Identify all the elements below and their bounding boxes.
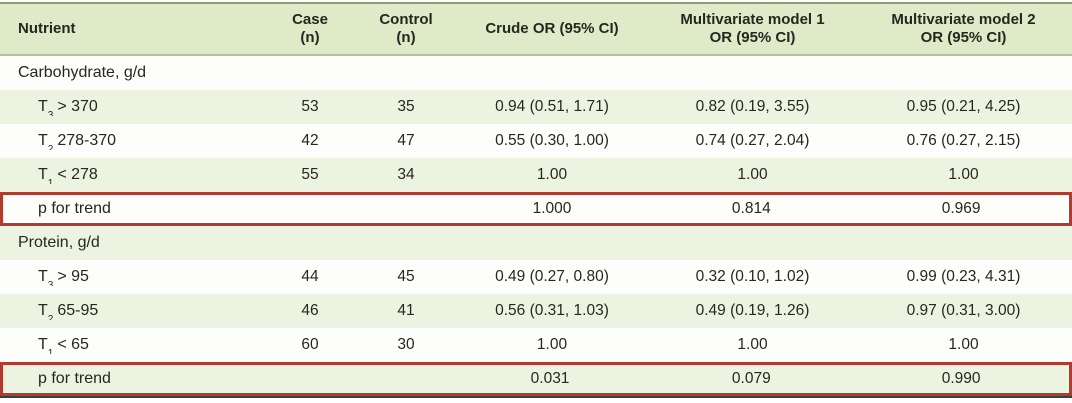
table-row-protein-t3: T3> 95 44 45 0.49 (0.27, 0.80) 0.32 (0.1… xyxy=(0,260,1072,294)
model2-or-cell: 0.97 (0.31, 3.00) xyxy=(906,302,1021,319)
control-n-cell: 41 xyxy=(397,302,415,319)
p-value-model2: 0.990 xyxy=(941,370,981,387)
model1-or-cell: 1.00 xyxy=(737,336,768,353)
tertile-subscript: 2 xyxy=(47,144,54,150)
model1-or-cell: 0.82 (0.19, 3.55) xyxy=(695,98,810,115)
tertile-letter: T xyxy=(38,98,48,115)
tertile-range: < 278 xyxy=(57,166,98,183)
tertile-subscript: 3 xyxy=(47,280,54,286)
control-n-cell: 35 xyxy=(397,98,415,115)
crude-or-cell: 0.49 (0.27, 0.80) xyxy=(495,268,609,285)
model2-or-cell: 0.95 (0.21, 4.25) xyxy=(906,98,1021,115)
col-header-control-line2: (n) xyxy=(396,29,416,46)
model1-or-cell: 0.32 (0.10, 1.02) xyxy=(695,268,810,285)
col-header-nutrient: Nutrient xyxy=(18,20,76,38)
col-header-control-line1: Control xyxy=(379,11,433,29)
section-row-carbohydrate: Carbohydrate, g/d xyxy=(0,56,1072,90)
model1-or-cell: 1.00 xyxy=(737,166,768,183)
control-n-cell: 47 xyxy=(397,132,415,149)
col-header-case-line1: Case xyxy=(292,11,328,29)
tertile-range: 65-95 xyxy=(57,302,99,319)
tertile-subscript: 2 xyxy=(47,314,54,320)
tertile-range: < 65 xyxy=(57,336,89,353)
table-row-protein-t2: T265-95 46 41 0.56 (0.31, 1.03) 0.49 (0.… xyxy=(0,294,1072,328)
tertile-range: > 95 xyxy=(57,268,89,285)
p-value-number: 0.031 xyxy=(530,370,570,387)
p-value-model2: 0.969 xyxy=(941,200,981,217)
case-n-cell: 46 xyxy=(301,302,319,319)
p-value-model1: 0.079 xyxy=(731,370,771,387)
tertile-letter: T xyxy=(38,336,48,353)
significance-asterisk: * xyxy=(569,370,574,376)
tertile-range: > 370 xyxy=(57,98,98,115)
tertile-label: T265-95 xyxy=(0,302,262,320)
section-row-protein: Protein, g/d xyxy=(0,226,1072,260)
col-header-control: Control (n) xyxy=(358,11,454,46)
model1-or-cell: 0.74 (0.27, 2.04) xyxy=(695,132,810,149)
table-row-protein-t1: T1< 65 60 30 1.00 1.00 1.00 xyxy=(0,328,1072,362)
case-n-cell: 42 xyxy=(301,132,319,149)
tertile-label: T1< 278 xyxy=(0,166,262,184)
section-label: Carbohydrate, g/d xyxy=(18,64,147,81)
control-n-cell: 45 xyxy=(397,268,415,285)
p-for-trend-row-protein: p for trend 0.031* 0.079 0.990 xyxy=(0,362,1072,396)
col-header-case-line2: (n) xyxy=(300,29,320,46)
col-header-model2-line2: OR (95% CI) xyxy=(920,29,1007,46)
model1-or-cell: 0.49 (0.19, 1.26) xyxy=(695,302,810,319)
crude-or-cell: 1.00 xyxy=(536,336,568,353)
case-n-cell: 44 xyxy=(301,268,319,285)
tertile-letter: T xyxy=(38,302,48,319)
crude-or-cell: 0.94 (0.51, 1.71) xyxy=(495,98,609,115)
control-n-cell: 30 xyxy=(397,336,415,353)
crude-or-cell: 0.56 (0.31, 1.03) xyxy=(495,302,609,319)
p-for-trend-row-carbohydrate: p for trend 1.000 0.814 0.969 xyxy=(0,192,1072,226)
col-header-crude-or: Crude OR (95% CI) xyxy=(485,20,619,38)
tertile-range: 278-370 xyxy=(57,132,117,149)
crude-or-cell: 0.55 (0.30, 1.00) xyxy=(495,132,609,149)
model2-or-cell: 1.00 xyxy=(948,336,979,353)
case-n-cell: 55 xyxy=(301,166,319,183)
table-row-carb-t3: T3> 370 53 35 0.94 (0.51, 1.71) 0.82 (0.… xyxy=(0,90,1072,124)
model2-or-cell: 0.76 (0.27, 2.15) xyxy=(906,132,1021,149)
model2-or-cell: 1.00 xyxy=(948,166,979,183)
p-for-trend-label: p for trend xyxy=(38,370,111,387)
section-label: Protein, g/d xyxy=(18,234,100,251)
col-header-multivariate-model-2: Multivariate model 2 OR (95% CI) xyxy=(855,11,1072,46)
model2-or-cell: 0.99 (0.23, 4.31) xyxy=(906,268,1021,285)
tertile-label: T1< 65 xyxy=(0,336,262,354)
p-value-crude: 0.031* xyxy=(455,370,650,388)
tertile-letter: T xyxy=(38,132,48,149)
col-header-model1-line2: OR (95% CI) xyxy=(709,29,796,46)
col-header-case: Case (n) xyxy=(262,11,358,46)
tertile-subscript: 1 xyxy=(47,348,54,354)
tertile-subscript: 1 xyxy=(47,178,54,184)
p-for-trend-label: p for trend xyxy=(38,200,111,217)
tertile-subscript: 3 xyxy=(47,110,54,116)
tertile-label: T2278-370 xyxy=(0,132,262,150)
tertile-letter: T xyxy=(38,268,48,285)
crude-or-cell: 1.00 xyxy=(536,166,568,183)
col-header-multivariate-model-1: Multivariate model 1 OR (95% CI) xyxy=(650,11,855,46)
col-header-model1-line1: Multivariate model 1 xyxy=(680,11,825,29)
case-n-cell: 60 xyxy=(301,336,319,353)
table-header-row: Nutrient Case (n) Control (n) Crude OR (… xyxy=(0,4,1072,56)
table-row-carb-t1: T1< 278 55 34 1.00 1.00 1.00 xyxy=(0,158,1072,192)
p-value-model1: 0.814 xyxy=(731,200,771,217)
tertile-label: T3> 95 xyxy=(0,268,262,286)
tertile-label: T3> 370 xyxy=(0,98,262,116)
p-value-crude: 1.000 xyxy=(532,200,572,217)
tertile-letter: T xyxy=(38,166,48,183)
case-n-cell: 53 xyxy=(301,98,319,115)
control-n-cell: 34 xyxy=(397,166,415,183)
table-row-carb-t2: T2278-370 42 47 0.55 (0.30, 1.00) 0.74 (… xyxy=(0,124,1072,158)
col-header-model2-line1: Multivariate model 2 xyxy=(891,11,1036,29)
